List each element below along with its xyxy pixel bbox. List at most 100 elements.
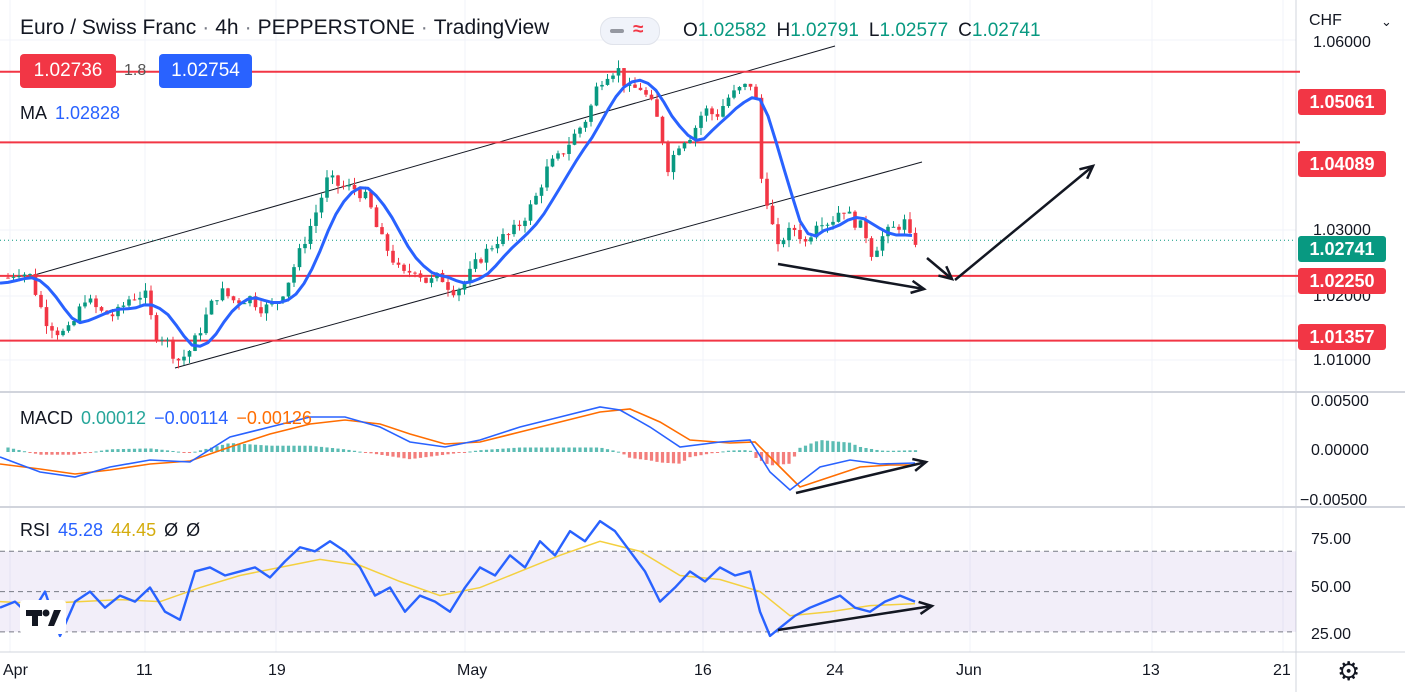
macd-hist-bar bbox=[836, 441, 841, 452]
candle-down bbox=[413, 272, 417, 274]
macd-hist-bar bbox=[413, 452, 417, 459]
candle-up bbox=[308, 225, 313, 244]
macd-hist-bar bbox=[765, 452, 769, 464]
pullback-arrow bbox=[926, 257, 953, 280]
macd-hist-bar bbox=[501, 448, 505, 452]
macd-hist-bar bbox=[22, 451, 27, 453]
candle-up bbox=[809, 237, 813, 242]
macd-hist-bar bbox=[517, 447, 522, 452]
macd-hist-bar bbox=[638, 452, 643, 460]
macd-hist-bar bbox=[297, 445, 302, 452]
broker-name: PEPPERSTONE bbox=[257, 16, 415, 39]
macd-hist-bar bbox=[358, 451, 362, 453]
candle-up bbox=[468, 268, 472, 283]
candle-up bbox=[457, 289, 461, 296]
candle-up bbox=[11, 276, 16, 278]
candle-up bbox=[303, 243, 307, 249]
macd-hist-bar bbox=[77, 452, 82, 455]
candle-up bbox=[688, 140, 692, 143]
candle-up bbox=[165, 339, 170, 341]
candle-down bbox=[517, 224, 522, 227]
level-tag-3[interactable]: 1.02250 bbox=[1298, 268, 1386, 294]
macd-hist-bar bbox=[336, 448, 340, 452]
macd-hist-bar bbox=[869, 448, 874, 452]
candle-up bbox=[556, 153, 560, 159]
macd-hist-bar bbox=[127, 448, 131, 452]
macd-hist-bar bbox=[308, 445, 313, 452]
candle-up bbox=[743, 83, 747, 88]
candle-down bbox=[913, 232, 918, 245]
candle-up bbox=[550, 158, 555, 167]
candle-up bbox=[28, 274, 32, 276]
level-tag-4[interactable]: 1.01357 bbox=[1298, 324, 1386, 350]
macd-hist-bar bbox=[259, 445, 263, 452]
macd-hist-bar bbox=[666, 452, 670, 463]
candle-up bbox=[605, 78, 610, 85]
level-tag-1[interactable]: 1.05061 bbox=[1298, 89, 1386, 115]
market-status-pill[interactable]: ≈ bbox=[600, 17, 660, 45]
level-tag-2[interactable]: 1.04089 bbox=[1298, 151, 1386, 177]
macd-hist-bar bbox=[660, 452, 665, 463]
macd-hist-bar bbox=[303, 445, 307, 452]
candle-down bbox=[50, 326, 54, 331]
macd-hist-bar bbox=[110, 449, 115, 452]
macd-hist-bar bbox=[193, 451, 197, 453]
macd-hist-bar bbox=[781, 452, 786, 465]
candle-up bbox=[721, 106, 725, 117]
candle-up bbox=[325, 177, 329, 198]
macd-hist-bar bbox=[627, 452, 632, 458]
macd-hist-bar bbox=[545, 447, 549, 452]
macd-hist-bar bbox=[99, 450, 104, 452]
macd-hist-bar bbox=[880, 450, 885, 452]
target-arrow-head bbox=[1079, 164, 1096, 180]
candle-up bbox=[204, 314, 208, 334]
macd-tick-label: 0.00000 bbox=[1311, 442, 1369, 459]
buy-price-button[interactable]: 1.02754 bbox=[159, 54, 252, 88]
candle-up bbox=[583, 121, 588, 128]
macd-legend[interactable]: MACD 0.00012 −0.00114 −0.00126 bbox=[20, 408, 312, 428]
divergence-arrow-head bbox=[910, 279, 927, 295]
candle-up bbox=[127, 299, 131, 306]
symbol-title[interactable]: Euro / Swiss Franc · 4h · PEPPERSTONE · Tradin… bbox=[20, 16, 550, 39]
candle-down bbox=[798, 229, 802, 240]
macd-hist-bar bbox=[831, 441, 835, 452]
candle-down bbox=[897, 226, 901, 230]
macd-hist-bar bbox=[33, 452, 38, 454]
rsi-divergence-arrow bbox=[777, 604, 933, 632]
settings-gear-icon[interactable]: ⚙ bbox=[1337, 656, 1361, 686]
candle-down bbox=[803, 239, 808, 242]
candle-down bbox=[385, 234, 390, 251]
candle-up bbox=[858, 220, 863, 228]
x-tick-label: Apr bbox=[3, 662, 28, 679]
currency-unit[interactable]: CHF bbox=[1309, 12, 1342, 29]
x-tick-label: 16 bbox=[694, 662, 712, 679]
macd-hist-bar bbox=[473, 450, 478, 452]
candle-up bbox=[314, 212, 318, 226]
timeframe[interactable]: 4h bbox=[215, 16, 239, 39]
macd-hist-bar bbox=[858, 446, 863, 452]
sell-price-button[interactable]: 1.02736 bbox=[20, 54, 116, 88]
candle-down bbox=[792, 227, 797, 230]
candle-down bbox=[99, 307, 104, 311]
rsi-legend[interactable]: RSI 45.28 44.45 Ø Ø bbox=[20, 520, 201, 540]
macd-hist-bar bbox=[693, 452, 698, 457]
macd-hist-bar bbox=[506, 448, 511, 452]
macd-divergence-arrow-head bbox=[912, 457, 929, 472]
tradingview-logo-icon[interactable] bbox=[20, 600, 66, 634]
chevron-down-icon[interactable]: ⌄ bbox=[1381, 14, 1392, 29]
macd-hist-bar bbox=[242, 443, 247, 452]
macd-hist-bar bbox=[149, 448, 153, 452]
macd-hist-bar bbox=[594, 447, 599, 452]
close-value: 1.02741 bbox=[971, 20, 1041, 41]
spread-value: 1.8 bbox=[124, 62, 147, 79]
macd-hist-bar bbox=[418, 452, 423, 458]
ma-legend[interactable]: MA 1.02828 bbox=[20, 103, 121, 123]
x-tick-label: Jun bbox=[956, 662, 982, 679]
candle-up bbox=[847, 211, 852, 214]
macd-hist-bar bbox=[204, 448, 208, 452]
wave-icon: ≈ bbox=[633, 19, 644, 40]
candle-up bbox=[814, 225, 819, 238]
candle-up bbox=[902, 219, 907, 230]
macd-hist-bar bbox=[121, 448, 126, 452]
